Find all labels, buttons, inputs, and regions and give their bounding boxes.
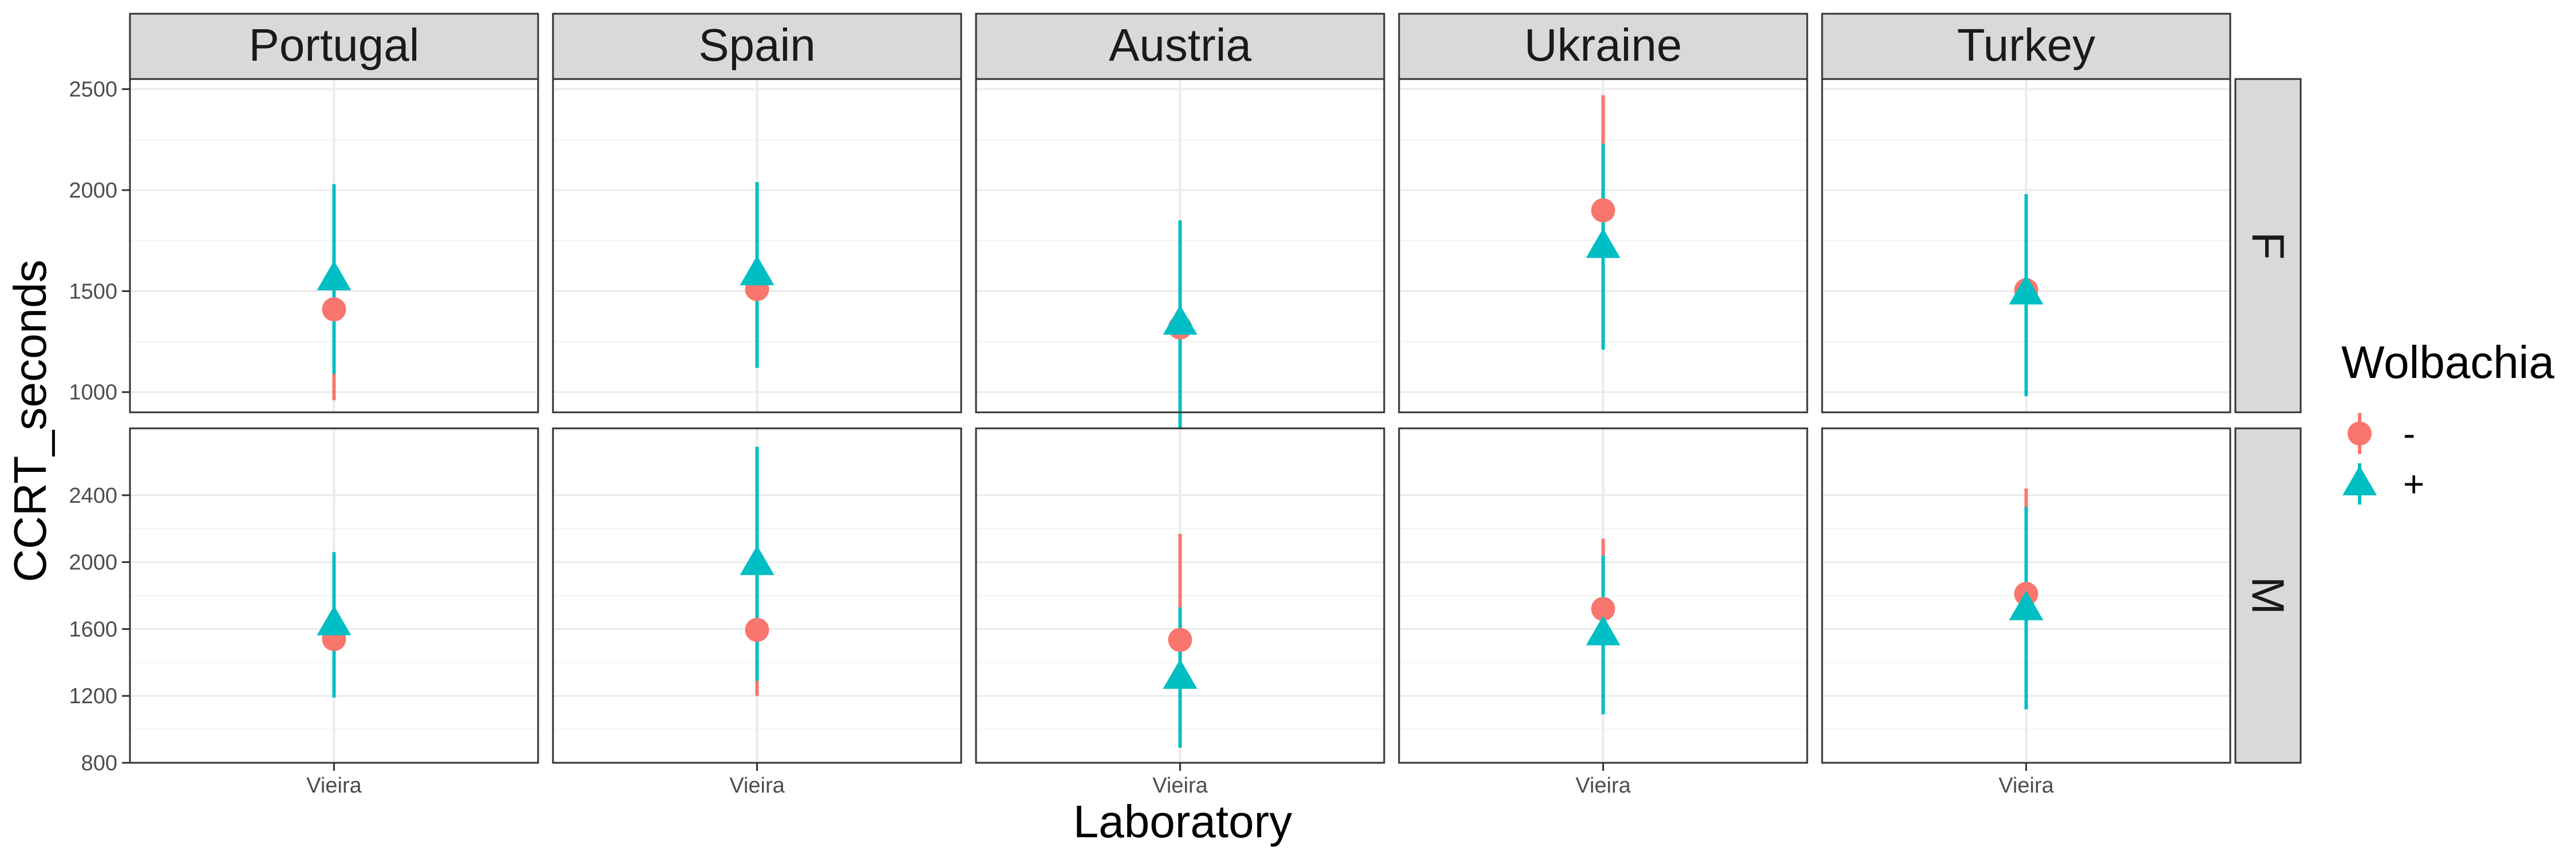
y-axis-title: CCRT_seconds <box>5 259 56 582</box>
point-triangle <box>1163 305 1198 335</box>
panel-border <box>552 78 962 413</box>
panel-spain-f <box>552 78 962 413</box>
point-triangle <box>317 260 351 290</box>
y-tick-label: 2500 <box>69 78 117 102</box>
point-triangle <box>2009 590 2044 621</box>
y-tick-label: 1200 <box>69 684 117 708</box>
panel-portugal-m <box>129 427 539 764</box>
point-triangle <box>1163 659 1198 689</box>
strip-background <box>129 13 539 80</box>
panel-austria-f <box>975 78 1385 431</box>
row-strip-m: M <box>2234 427 2302 764</box>
strip-label: Ukraine <box>1524 19 1682 70</box>
facet-panels: Portugal Spain Austria Ukraine Turkey F M <box>129 13 2302 764</box>
legend-title: Wolbachia <box>2341 337 2555 388</box>
legend-label: - <box>2403 413 2415 454</box>
y-tick-label: 800 <box>81 751 117 775</box>
legend-item: - <box>2348 413 2415 454</box>
panel-turkey-m <box>1821 427 2231 764</box>
panel-turkey-f <box>1821 78 2231 413</box>
facet-strip-austria: Austria <box>975 13 1385 80</box>
point-circle <box>1591 198 1615 223</box>
point-triangle <box>740 255 775 286</box>
point-triangle <box>317 605 351 636</box>
point-triangle <box>1586 228 1621 258</box>
y-tick-label: 1600 <box>69 617 117 641</box>
x-axis-title: Laboratory <box>1073 796 1292 847</box>
strip-background <box>2234 78 2302 413</box>
y-axes: 1000 1500 2000 2500 800 1200 1600 2000 2400 <box>69 78 130 775</box>
strip-background <box>2234 427 2302 764</box>
legend-key-triangle <box>2342 466 2377 495</box>
y-tick-label: 2000 <box>69 551 117 575</box>
point-circle <box>1168 628 1192 652</box>
panel-border <box>1821 78 2231 413</box>
strip-background <box>552 13 962 80</box>
legend-label: + <box>2403 463 2424 505</box>
panel-portugal-f <box>129 78 539 413</box>
panel-austria-m <box>975 427 1385 764</box>
strip-label: F <box>2243 232 2294 260</box>
legend-item: + <box>2342 463 2424 505</box>
strip-label: Austria <box>1109 19 1251 70</box>
point-circle <box>322 297 346 322</box>
strip-label: Portugal <box>249 19 420 70</box>
y-tick-label: 1500 <box>69 279 117 304</box>
y-tick-label: 2000 <box>69 179 117 203</box>
legend-key-circle <box>2348 421 2372 446</box>
y-tick-label: 1000 <box>69 381 117 405</box>
facet-strip-portugal: Portugal <box>129 13 539 80</box>
legend: Wolbachia - + <box>2341 337 2555 505</box>
panel-ukraine-f <box>1398 78 1808 413</box>
point-triangle <box>1586 615 1621 645</box>
strip-label: M <box>2243 577 2294 615</box>
strip-background <box>975 13 1385 80</box>
point-circle <box>1591 597 1615 621</box>
facet-strip-spain: Spain <box>552 13 962 80</box>
point-triangle <box>2009 274 2044 305</box>
strip-label: Spain <box>698 19 816 70</box>
y-tick-label: 2400 <box>69 484 117 508</box>
row-strip-f: F <box>2234 78 2302 413</box>
x-axis: Vieira Vieira Vieira Vieira Vieira <box>306 763 2055 798</box>
panel-border <box>129 78 539 413</box>
x-tick-label: Vieira <box>1575 774 1631 798</box>
x-tick-label: Vieira <box>729 774 785 798</box>
point-circle <box>745 617 769 642</box>
x-tick-label: Vieira <box>306 774 362 798</box>
x-tick-label: Vieira <box>1998 774 2054 798</box>
panel-ukraine-m <box>1398 427 1808 764</box>
point-triangle <box>740 545 775 576</box>
facet-strip-turkey: Turkey <box>1821 13 2231 80</box>
panel-border <box>1398 78 1808 413</box>
facet-strip-ukraine: Ukraine <box>1398 13 1808 80</box>
strip-label: Turkey <box>1957 19 2096 70</box>
x-tick-label: Vieira <box>1152 774 1208 798</box>
panel-border <box>975 78 1385 413</box>
panel-spain-m <box>552 427 962 764</box>
